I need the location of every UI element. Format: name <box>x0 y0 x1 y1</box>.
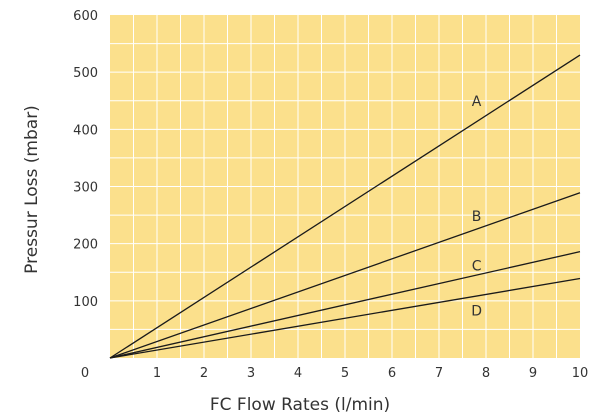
y-axis-title: Pressur Loss (mbar) <box>22 105 42 274</box>
x-tick-label: 8 <box>482 366 490 381</box>
x-tick-label: 7 <box>435 366 443 381</box>
series-line-c <box>109 251 581 359</box>
series-line-a <box>109 54 581 359</box>
x-tick-label: 5 <box>341 366 349 381</box>
x-axis-ticks: 1 2 3 4 5 6 7 8 9 10 <box>153 366 588 381</box>
series-line-b <box>109 192 581 359</box>
y-tick-label: 300 <box>73 181 98 196</box>
origin-tick-label: 0 <box>81 366 89 381</box>
x-tick-label: 6 <box>388 366 396 381</box>
y-tick-label: 600 <box>73 9 98 24</box>
y-tick-label: 500 <box>73 66 98 81</box>
x-axis-title: FC Flow Rates (l/min) <box>210 395 390 415</box>
y-tick-label: 100 <box>73 295 98 310</box>
grid-lines <box>110 15 580 358</box>
series-line-d <box>109 277 581 359</box>
series-label-c: C <box>472 258 482 274</box>
x-tick-label: 2 <box>200 366 208 381</box>
x-tick-label: 10 <box>572 366 589 381</box>
x-tick-label: 1 <box>153 366 161 381</box>
y-axis-ticks: 100 200 300 400 500 600 <box>73 9 98 310</box>
series-lines <box>109 54 581 359</box>
series-label-a: A <box>472 94 482 110</box>
x-tick-label: 9 <box>529 366 537 381</box>
series-label-b: B <box>472 209 482 225</box>
x-tick-label: 3 <box>247 366 255 381</box>
x-tick-label: 4 <box>294 366 302 381</box>
series-label-d: D <box>471 304 482 320</box>
y-tick-label: 400 <box>73 123 98 138</box>
y-tick-label: 200 <box>73 238 98 253</box>
series-labels: A B C D <box>471 94 482 320</box>
